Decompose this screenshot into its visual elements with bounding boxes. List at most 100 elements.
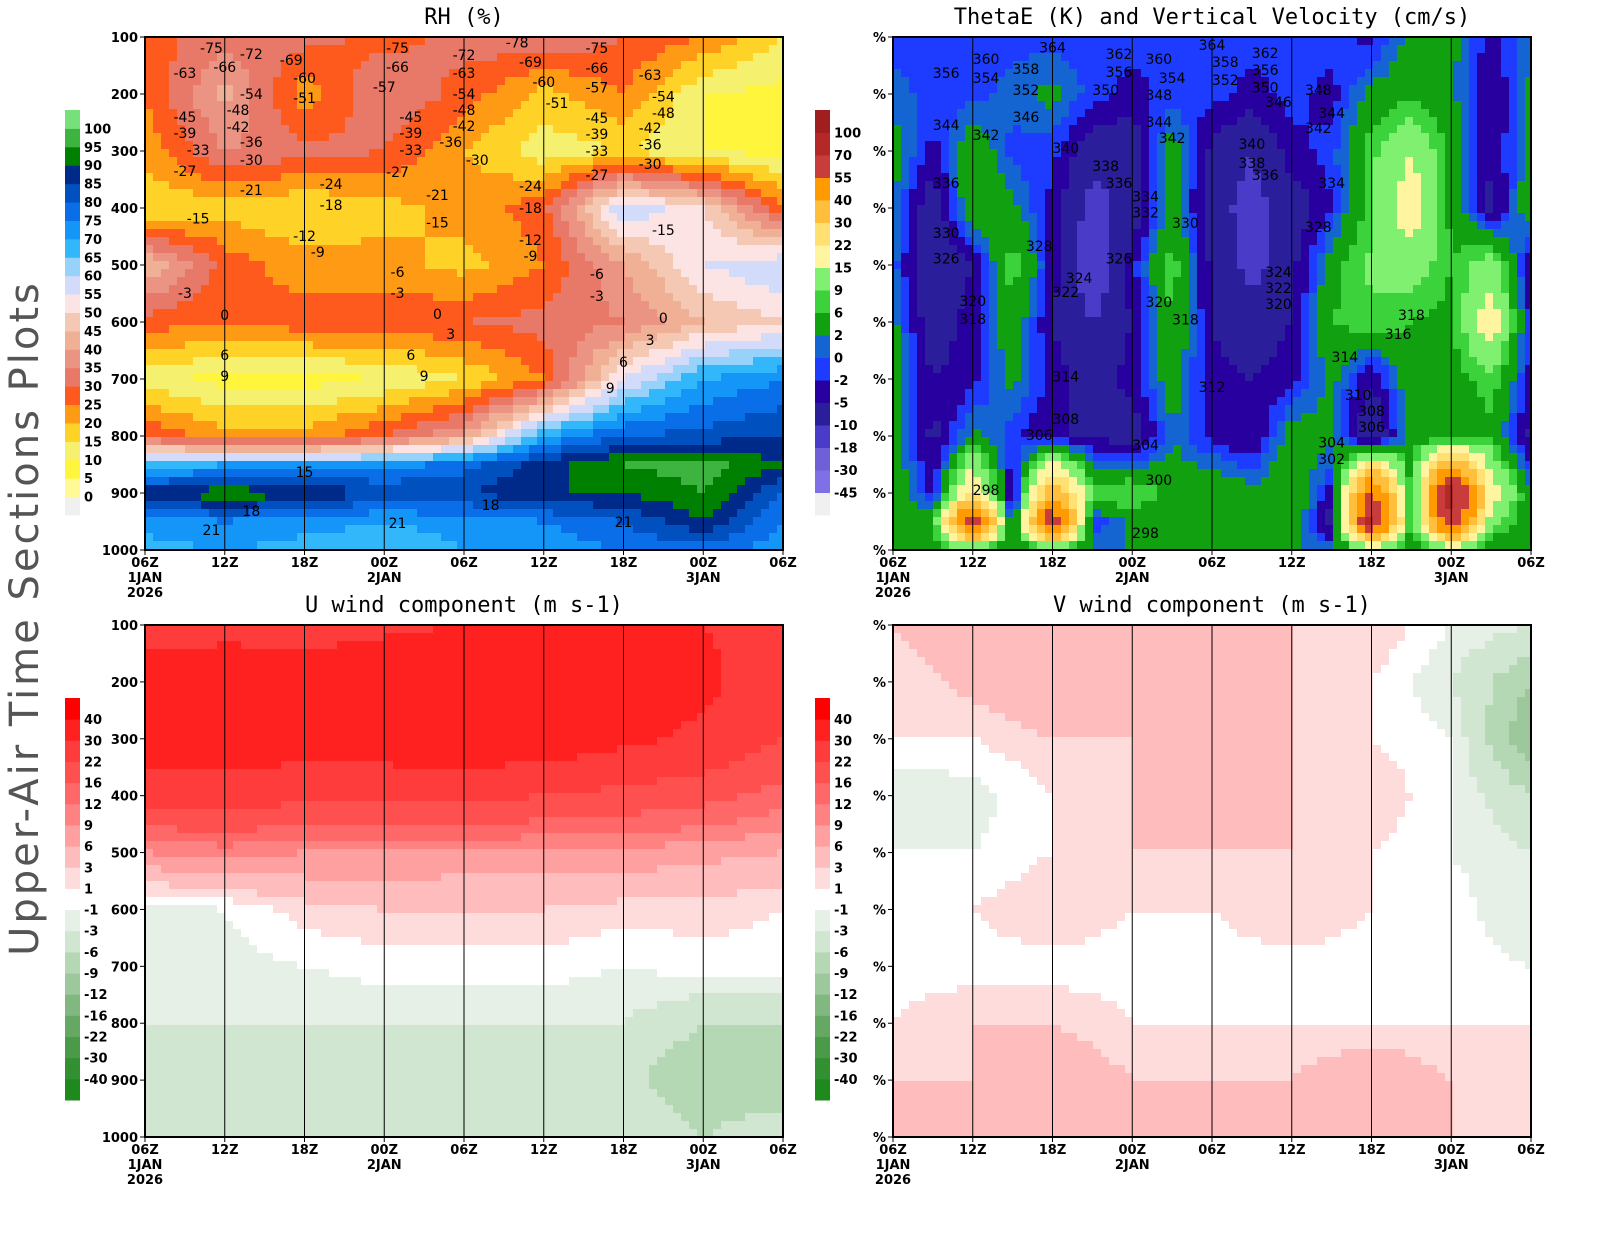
field-cell [433,117,442,126]
field-cell [489,45,498,54]
field-cell [705,173,714,182]
field-cell [617,197,626,206]
field-cell [409,165,418,174]
field-cell [497,117,506,126]
field-cell [769,133,778,142]
field-cell [769,45,778,54]
field-cell [697,141,706,150]
field-cell [721,165,730,174]
field-cell [673,45,682,54]
field-cell [729,173,738,182]
field-cell [689,205,698,214]
field-cell [609,37,618,46]
field-cell [385,197,394,206]
field-cell [633,181,642,190]
field-cell [489,109,498,118]
field-cell [697,61,706,70]
field-cell [409,101,418,110]
field-cell [705,117,714,126]
field-cell [545,37,554,46]
field-cell [753,141,762,150]
field-cell [577,181,586,190]
field-cell [505,197,514,206]
field-cell [281,141,290,150]
field-cell [233,213,242,222]
field-cell [641,93,650,102]
field-cell [481,133,490,142]
field-cell [417,77,426,86]
field-cell [681,37,690,46]
field-cell [553,133,562,142]
field-cell [153,109,162,118]
field-cell [185,37,194,46]
field-cell [497,205,506,214]
field-cell [673,133,682,142]
field-cell [449,165,458,174]
field-cell [313,165,322,174]
field-cell [305,117,314,126]
field-cell [673,141,682,150]
field-cell [201,117,210,126]
field-cell [257,213,266,222]
field-cell [545,117,554,126]
field-cell [705,181,714,190]
field-cell [313,53,322,62]
field-cell [729,101,738,110]
field-cell [609,101,618,110]
field-cell [553,189,562,198]
field-cell [769,85,778,94]
field-cell [729,69,738,78]
field-cell [625,45,634,54]
field-cell [353,165,362,174]
field-cell [553,117,562,126]
field-cell [145,205,154,214]
field-cell [753,181,762,190]
field-cell [617,149,626,158]
field-cell [481,181,490,190]
field-cell [369,133,378,142]
field-cell [353,109,362,118]
field-cell [617,101,626,110]
field-cell [609,125,618,134]
field-cell [497,149,506,158]
field-cell [521,101,530,110]
field-cell [385,205,394,214]
field-cell [689,61,698,70]
field-cell [705,189,714,198]
field-cell [473,197,482,206]
field-cell [505,173,514,182]
field-cell [409,197,418,206]
field-cell [345,61,354,70]
field-cell [609,77,618,86]
field-cell [761,117,770,126]
field-cell [281,197,290,206]
field-cell [505,149,514,158]
field-cell [145,117,154,126]
field-cell [553,53,562,62]
field-cell [281,93,290,102]
field-cell [729,93,738,102]
field-cell [769,189,778,198]
field-cell [617,133,626,142]
field-cell [609,117,618,126]
field-cell [681,205,690,214]
field-cell [737,133,746,142]
field-cell [713,157,722,166]
field-cell [145,189,154,198]
field-cell [345,69,354,78]
field-cell [625,109,634,118]
field-cell [577,53,586,62]
field-cell [673,53,682,62]
field-cell [729,125,738,134]
field-cell [513,125,522,134]
field-cell [153,125,162,134]
field-cell [361,173,370,182]
field-cell [209,157,218,166]
field-cell [729,197,738,206]
field-cell [241,173,250,182]
field-cell [673,69,682,78]
field-cell [425,53,434,62]
field-cell [577,157,586,166]
field-cell [705,69,714,78]
field-cell [641,37,650,46]
